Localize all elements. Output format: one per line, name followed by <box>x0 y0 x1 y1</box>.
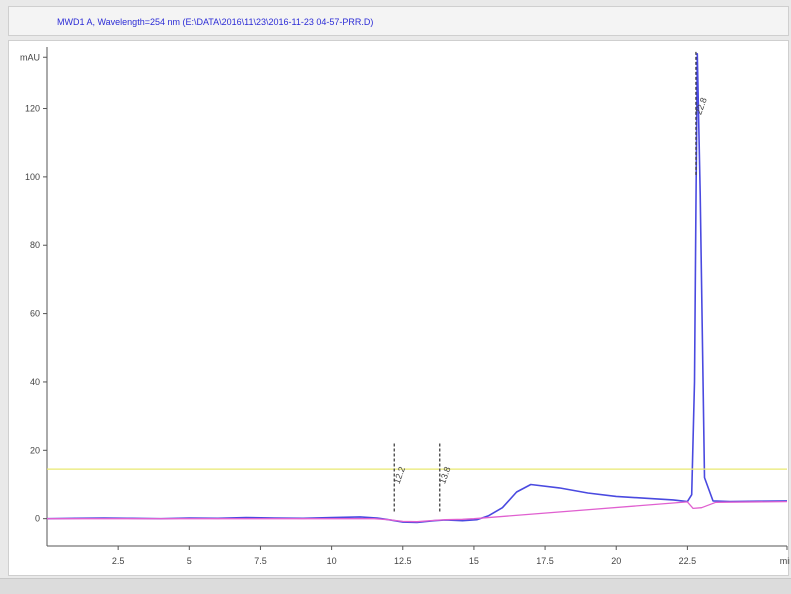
series-line <box>46 53 788 524</box>
signal-title: MWD1 A, Wavelength=254 nm (E:\DATA\2016\… <box>57 17 374 27</box>
peak-label: 12.2 <box>392 465 407 485</box>
x-tick-label: 15 <box>469 556 479 566</box>
y-tick-label: mAU <box>20 52 40 62</box>
status-strip <box>0 578 791 594</box>
signal-header: MWD1 A, Wavelength=254 nm (E:\DATA\2016\… <box>8 6 789 36</box>
x-tick-label: 12.5 <box>394 556 412 566</box>
y-tick-label: 20 <box>30 445 40 455</box>
x-tick-label: 7.5 <box>254 556 267 566</box>
peak-label: 13.8 <box>437 465 452 485</box>
chart-svg: 0 20 40 60 80 100 120 mAU 2.5 5 7.5 10 12.5 15 17.5 20 2… <box>20 47 790 566</box>
x-tick-label: 22.5 <box>679 556 697 566</box>
x-tick-label: 20 <box>611 556 621 566</box>
y-tick-label: 60 <box>30 309 40 319</box>
y-tick-label: 40 <box>30 377 40 387</box>
x-tick-label: 17.5 <box>536 556 554 566</box>
x-tick-label: 5 <box>187 556 192 566</box>
x-tick-label: min <box>780 556 790 566</box>
chromatogram-chart[interactable]: 0 20 40 60 80 100 120 mAU 2.5 5 7.5 10 12.5 15 17.5 20 2… <box>8 40 790 576</box>
y-tick-label: 0 <box>35 514 40 524</box>
y-tick-label: 80 <box>30 240 40 250</box>
y-tick-label: 100 <box>25 172 40 182</box>
x-tick-label: 2.5 <box>112 556 125 566</box>
y-tick-label: 120 <box>25 104 40 114</box>
x-tick-label: 10 <box>327 556 337 566</box>
series-line <box>47 500 788 523</box>
